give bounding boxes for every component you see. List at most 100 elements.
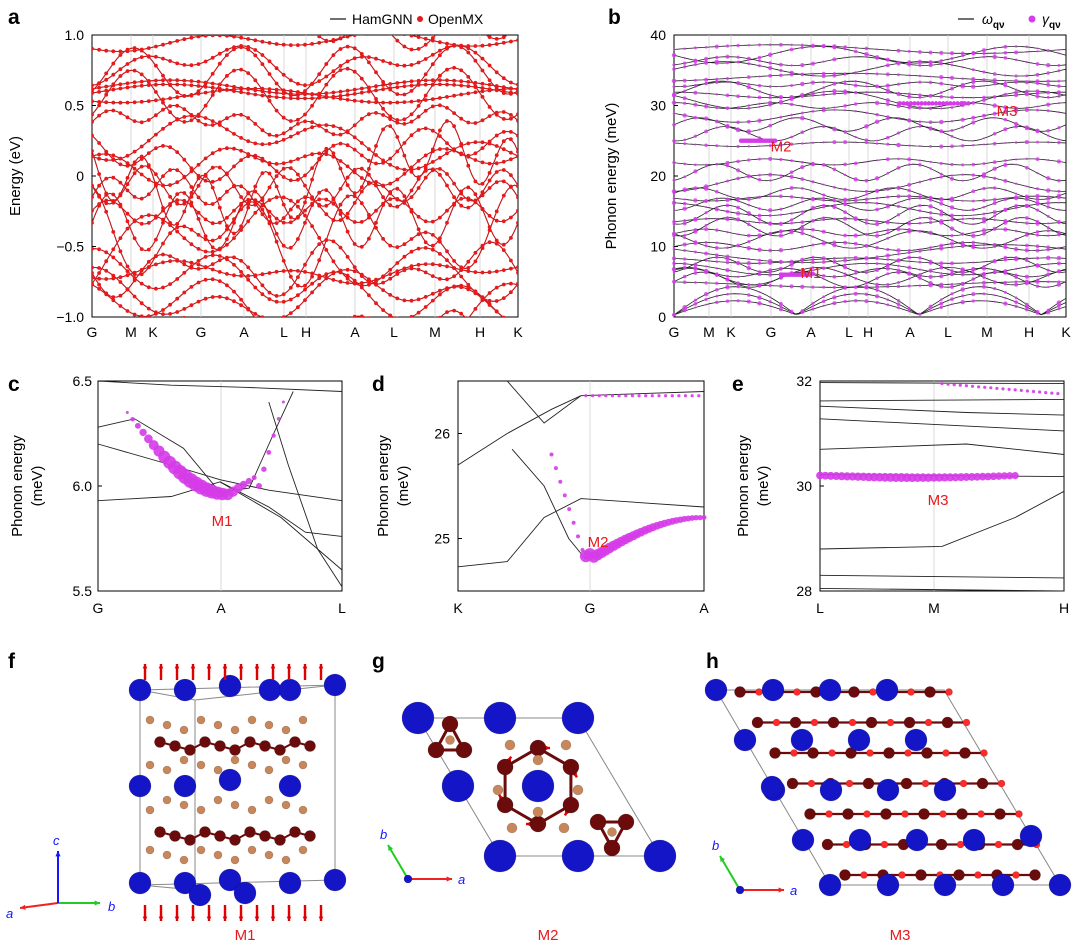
openmx-point	[331, 218, 336, 222]
linewidth-bubble	[610, 394, 615, 398]
linewidth-point	[758, 90, 761, 93]
openmx-point	[487, 78, 492, 83]
openmx-point	[210, 123, 215, 127]
openmx-point	[146, 54, 151, 59]
openmx-point	[253, 312, 258, 316]
linewidth-point	[896, 204, 901, 209]
linewidth-bubble	[644, 394, 648, 398]
phonon-branch	[673, 72, 1067, 82]
openmx-point	[104, 88, 109, 93]
linewidth-point	[768, 268, 773, 273]
linewidth-point	[715, 255, 719, 259]
y-tick-label: −1.0	[56, 309, 84, 325]
openmx-point	[509, 281, 513, 286]
linewidth-point	[853, 291, 858, 296]
linewidth-point	[875, 255, 879, 259]
linewidth-point	[874, 294, 880, 299]
openmx-point	[175, 103, 180, 108]
linewidth-point	[779, 284, 783, 288]
openmx-point	[459, 265, 464, 270]
linewidth-point	[885, 98, 890, 103]
openmx-point	[189, 303, 194, 308]
openmx-point	[146, 192, 151, 197]
openmx-point	[452, 327, 456, 331]
linewidth-point	[950, 245, 954, 249]
linewidth-point	[939, 175, 943, 179]
red-atom	[962, 718, 971, 727]
openmx-point	[459, 83, 464, 88]
linewidth-point	[961, 66, 964, 69]
linewidth-point	[992, 111, 997, 116]
openmx-point	[104, 77, 109, 82]
x-tick-label-M: M	[928, 600, 940, 616]
openmx-point	[445, 78, 449, 83]
openmx-point	[253, 122, 258, 126]
linewidth-point	[1014, 50, 1019, 55]
openmx-point	[459, 311, 464, 316]
openmx-point	[480, 81, 485, 86]
linewidth-point	[844, 246, 847, 249]
linewidth-point	[982, 51, 986, 56]
linewidth-point	[896, 48, 901, 53]
linewidth-point	[800, 43, 804, 47]
linewidth-point	[854, 269, 858, 273]
linewidth-point	[757, 213, 762, 218]
linewidth-point	[715, 272, 719, 276]
openmx-point	[182, 201, 187, 206]
x-tick-label-H: H	[475, 324, 485, 340]
openmx-point	[203, 35, 208, 38]
openmx-point	[438, 128, 442, 133]
openmx-point	[352, 69, 357, 74]
openmx-point	[288, 245, 293, 250]
linewidth-point	[747, 59, 750, 61]
openmx-point	[132, 278, 137, 283]
openmx-point	[487, 141, 492, 146]
openmx-point	[516, 220, 518, 225]
openmx-point	[253, 53, 258, 58]
linewidth-point	[800, 81, 805, 87]
linewidth-point	[896, 299, 901, 303]
openmx-point	[416, 60, 421, 65]
openmx-point	[146, 285, 151, 290]
linewidth-point	[725, 299, 730, 303]
linewidth-point	[939, 129, 944, 134]
dark-red-atom	[924, 686, 936, 698]
linewidth-bubble	[553, 466, 558, 471]
openmx-point	[175, 296, 180, 301]
linewidth-point	[897, 201, 900, 204]
openmx-point	[281, 95, 286, 100]
linewidth-point	[993, 46, 997, 50]
openmx-point	[296, 177, 300, 182]
linewidth-highlight	[962, 101, 967, 106]
linewidth-point	[961, 144, 965, 148]
y-tick-label: 20	[650, 168, 666, 184]
openmx-point	[409, 188, 414, 193]
openmx-point	[246, 23, 250, 27]
tan-atom	[230, 855, 240, 865]
openmx-point	[146, 265, 151, 270]
linewidth-point	[757, 217, 762, 222]
linewidth-point	[790, 261, 793, 264]
openmx-point	[388, 313, 393, 317]
linewidth-point	[833, 197, 836, 200]
openmx-point	[296, 157, 300, 161]
linewidth-point	[864, 292, 869, 297]
openmx-point	[402, 254, 407, 259]
hamgnn-band-line	[439, 310, 466, 317]
openmx-point	[317, 276, 322, 281]
openmx-point	[125, 226, 130, 231]
blue-atom	[128, 871, 152, 895]
linewidth-point	[725, 179, 730, 183]
linewidth-bubble	[970, 384, 975, 388]
linewidth-point	[1024, 274, 1029, 279]
blue-atom	[905, 828, 929, 852]
linewidth-point	[790, 64, 793, 67]
linewidth-bubble	[134, 422, 141, 429]
openmx-point	[296, 293, 300, 298]
openmx-point	[473, 307, 478, 311]
openmx-point	[303, 200, 307, 205]
linewidth-point	[789, 47, 794, 52]
linewidth-point	[854, 201, 857, 204]
linewidth-bubble	[995, 386, 999, 390]
openmx-point	[203, 116, 208, 120]
